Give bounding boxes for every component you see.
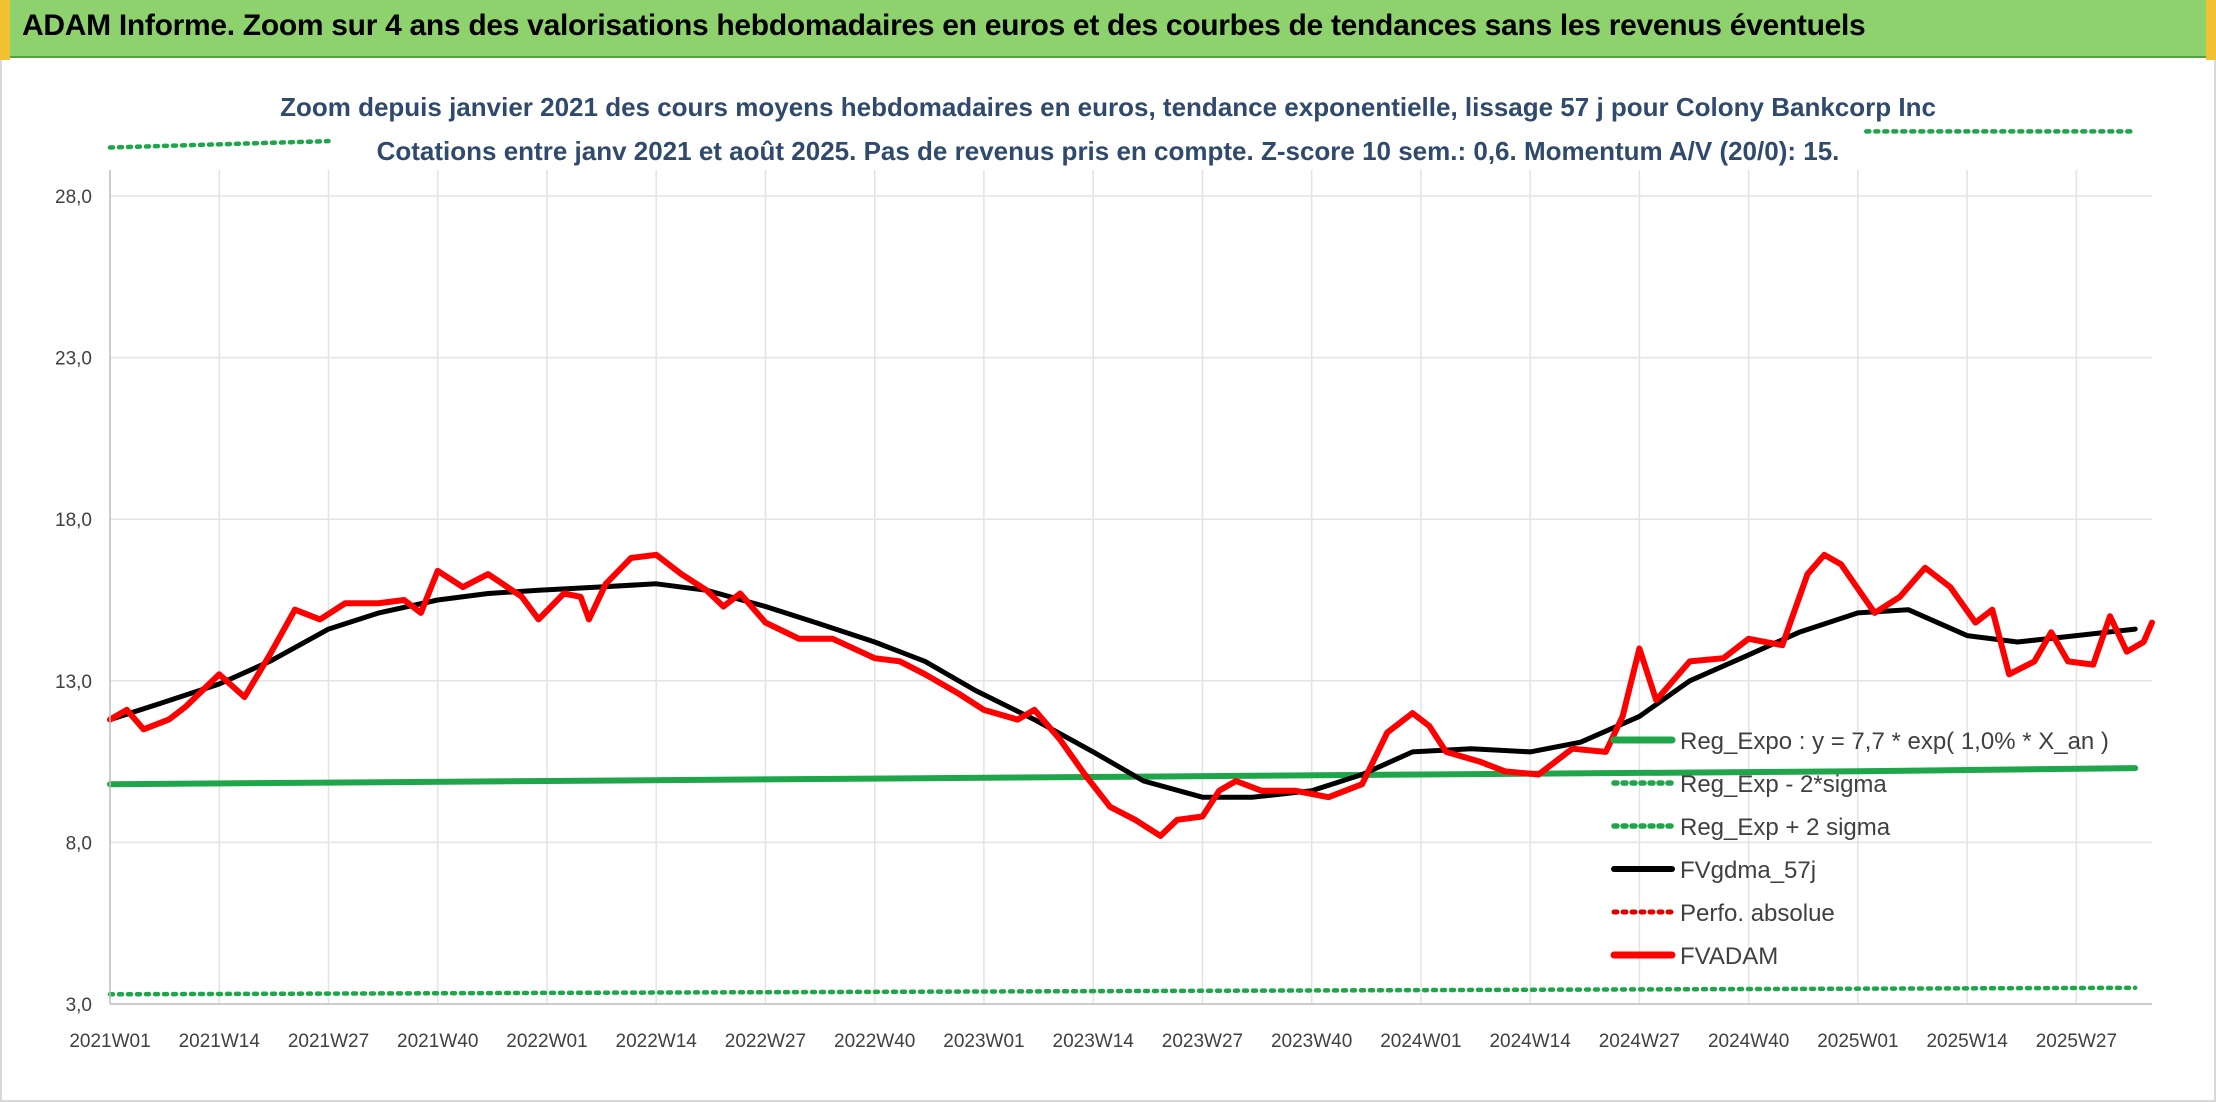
y-tick-label: 13,0 bbox=[55, 672, 92, 693]
legend-perfo-label: Perfo. absolue bbox=[1680, 900, 1835, 927]
reg-expo-line bbox=[107, 765, 2139, 788]
reg-exp-plus-2sigma-line bbox=[107, 138, 331, 150]
x-tick-label: 2024W40 bbox=[1708, 1031, 1789, 1052]
report-title: ADAM Informe. Zoom sur 4 ans des valoris… bbox=[22, 9, 1866, 42]
x-tick-label: 2022W27 bbox=[725, 1031, 806, 1052]
y-tick-label: 8,0 bbox=[66, 833, 92, 854]
legend-reg-exp-minus-label: Reg_Exp - 2*sigma bbox=[1680, 771, 1887, 798]
banner-accent-left bbox=[0, 0, 10, 60]
x-tick-label: 2024W14 bbox=[1489, 1031, 1571, 1052]
legend-reg-expo-label: Reg_Expo : y = 7,7 * exp( 1,0% * X_an ) bbox=[1680, 728, 2109, 755]
chart-subtitle: Cotations entre janv 2021 et août 2025. … bbox=[376, 136, 1840, 166]
banner-accent-right bbox=[2206, 0, 2216, 60]
chart-legend: Reg_Expo : y = 7,7 * exp( 1,0% * X_an ) R… bbox=[1610, 728, 2109, 970]
x-tick-label: 2022W40 bbox=[834, 1031, 915, 1052]
reg-exp-minus-2sigma-line bbox=[107, 985, 2138, 997]
x-tick-label: 2025W27 bbox=[2036, 1031, 2117, 1052]
x-tick-label: 2023W40 bbox=[1271, 1031, 1352, 1052]
x-tick-label: 2025W01 bbox=[1817, 1031, 1898, 1052]
x-tick-label: 2024W27 bbox=[1599, 1031, 1680, 1052]
axis-layer: 3,0 8,0 13,0 18,0 23,0 28,0 2021W01 2021W14 2021… bbox=[55, 170, 2152, 1052]
y-tick-label: 3,0 bbox=[66, 995, 92, 1016]
legend-fvgdma-label: FVgdma_57j bbox=[1680, 857, 1816, 884]
x-tick-label: 2022W14 bbox=[616, 1031, 698, 1052]
y-tick-label: 23,0 bbox=[55, 349, 92, 370]
legend-reg-exp-plus-label: Reg_Exp + 2 sigma bbox=[1680, 814, 1891, 841]
series-layer bbox=[107, 129, 2155, 997]
x-tick-label: 2022W01 bbox=[506, 1031, 587, 1052]
x-tick-label: 2021W14 bbox=[179, 1031, 261, 1052]
x-tick-label: 2021W27 bbox=[288, 1031, 369, 1052]
fvadam-line bbox=[107, 551, 2155, 839]
x-tick-label: 2023W27 bbox=[1162, 1031, 1243, 1052]
x-tick-label: 2021W01 bbox=[69, 1031, 150, 1052]
y-tick-label: 28,0 bbox=[55, 187, 92, 208]
x-tick-label: 2023W14 bbox=[1053, 1031, 1135, 1052]
grid-layer bbox=[109, 170, 2152, 1005]
y-tick-label: 18,0 bbox=[55, 510, 92, 531]
report-banner: ADAM Informe. Zoom sur 4 ans des valoris… bbox=[0, 0, 2216, 60]
legend-fvadam-label: FVADAM bbox=[1680, 943, 1778, 970]
fvgdma-57j-line bbox=[107, 581, 2138, 800]
x-tick-label: 2024W01 bbox=[1380, 1031, 1461, 1052]
x-tick-label: 2023W01 bbox=[943, 1031, 1024, 1052]
x-tick-label: 2021W40 bbox=[397, 1031, 478, 1052]
x-tick-label: 2025W14 bbox=[1926, 1031, 2008, 1052]
chart-title: Zoom depuis janvier 2021 des cours moyen… bbox=[280, 92, 1936, 122]
